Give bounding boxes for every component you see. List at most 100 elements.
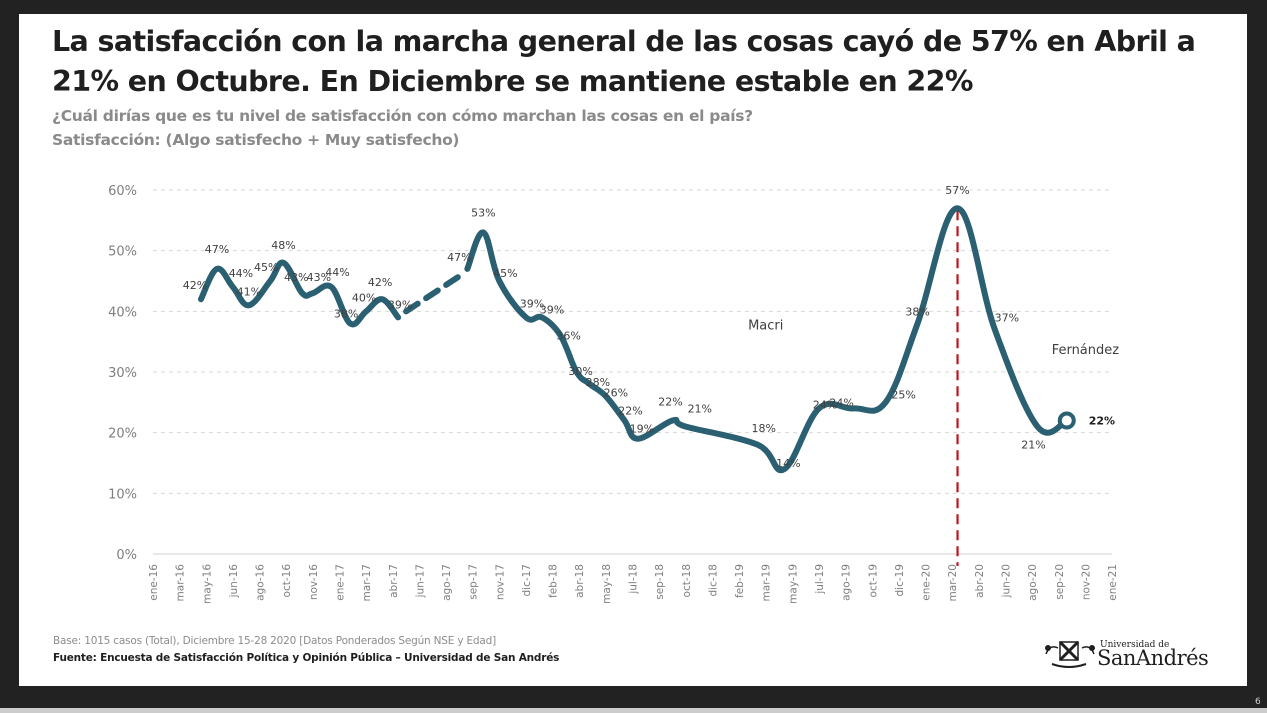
- data-label: 25%: [891, 388, 915, 401]
- x-tick-label: ago-17: [441, 564, 453, 601]
- period-annotation: Fernández: [1052, 343, 1120, 358]
- series-line-dashed-segment: [403, 271, 465, 315]
- data-label: 37%: [995, 312, 1019, 325]
- y-tick-label: 30%: [108, 366, 137, 381]
- x-tick-label: ago-19: [841, 564, 853, 601]
- data-label: 38%: [334, 307, 358, 320]
- x-tick-label: ago-16: [255, 564, 267, 601]
- x-tick-label: jun-17: [414, 564, 426, 598]
- data-label: 22%: [1089, 415, 1115, 428]
- data-label: 24%: [829, 396, 853, 409]
- data-label: 38%: [905, 305, 929, 318]
- x-tick-label: nov-17: [494, 564, 506, 600]
- data-label: 36%: [556, 330, 580, 343]
- x-tick-label: ago-20: [1027, 564, 1039, 601]
- data-label: 30%: [568, 365, 592, 378]
- data-label: 26%: [604, 386, 628, 399]
- data-label: 47%: [205, 243, 229, 256]
- x-tick-label: jul-19: [814, 564, 826, 595]
- survey-question: ¿Cuál dirías que es tu nivel de satisfac…: [52, 107, 753, 125]
- annotations: Macri Fernández: [748, 319, 1119, 358]
- x-tick-label: abr-18: [574, 564, 586, 598]
- data-label: 22%: [618, 405, 642, 418]
- gridlines: [153, 189, 1112, 555]
- x-tick-label: dic-17: [521, 564, 533, 597]
- x-tick-label: oct-19: [867, 564, 879, 597]
- series-line: [197, 205, 1076, 474]
- data-label: 48%: [271, 239, 295, 252]
- data-label: 44%: [325, 266, 349, 279]
- x-tick-label: nov-16: [308, 564, 320, 600]
- x-tick-label: oct-16: [281, 564, 293, 598]
- y-tick-label: 60%: [108, 184, 137, 199]
- data-label: 45%: [493, 267, 517, 280]
- x-tick-label: ene-16: [148, 564, 160, 601]
- data-label: 40%: [352, 291, 376, 304]
- series-line-segment: [464, 205, 1070, 474]
- data-label: 41%: [237, 285, 261, 298]
- data-label: 57%: [945, 184, 969, 197]
- x-axis: ene-16 mar-16 may-16 jun-16 ago-16 oct-16 nov-…: [148, 564, 1119, 604]
- page-number: 6: [1255, 697, 1261, 707]
- data-label: 21%: [1021, 439, 1045, 452]
- last-point-marker: [1057, 411, 1076, 430]
- x-tick-label: ene-20: [921, 564, 933, 601]
- x-tick-label: may-19: [787, 564, 799, 604]
- x-tick-label: mar-17: [361, 564, 373, 601]
- data-label: 53%: [471, 206, 495, 219]
- data-label: 19%: [630, 423, 654, 436]
- data-label: 22%: [658, 396, 682, 409]
- university-logo: Universidad de SanAndrés: [1042, 640, 1222, 670]
- data-label: 42%: [183, 279, 207, 292]
- data-labels: 42%47%44%41%45%48%43%43%44%38%40%42%39%4…: [183, 184, 1115, 470]
- slide: [19, 14, 1247, 686]
- logo-small-text: Universidad de: [1100, 640, 1170, 650]
- x-tick-label: abr-17: [388, 564, 400, 598]
- x-tick-label: dic-19: [894, 564, 906, 597]
- y-tick-label: 10%: [108, 487, 137, 502]
- data-label: 39%: [540, 303, 564, 316]
- data-label: 24%: [813, 398, 837, 411]
- base-note: Base: 1015 casos (Total), Diciembre 15-2…: [53, 635, 496, 647]
- period-annotation: Macri: [748, 319, 783, 334]
- x-tick-label: abr-20: [974, 564, 986, 598]
- x-tick-label: may-18: [601, 564, 613, 604]
- y-tick-label: 0%: [116, 548, 137, 563]
- x-tick-label: ene-21: [1107, 564, 1119, 601]
- x-tick-label: may-16: [201, 564, 213, 604]
- logo-big-text: SanAndrés: [1097, 646, 1209, 670]
- data-label: 44%: [229, 267, 253, 280]
- measure-definition: Satisfacción: (Algo satisfecho + Muy sat…: [52, 131, 460, 149]
- data-label: 43%: [307, 271, 331, 284]
- data-label: 39%: [388, 298, 412, 311]
- page-title: La satisfacción con la marcha general de…: [52, 22, 1232, 102]
- x-tick-label: nov-20: [1080, 564, 1092, 600]
- title-line-1: La satisfacción con la marcha general de…: [52, 25, 1196, 58]
- data-label: 45%: [254, 261, 278, 274]
- data-label: 21%: [688, 403, 712, 416]
- y-axis: 0% 10% 20% 30% 40% 50% 60%: [108, 184, 137, 563]
- data-label: 43%: [284, 271, 308, 284]
- x-tick-label: feb-18: [548, 564, 560, 598]
- data-label: 18%: [752, 422, 776, 435]
- x-tick-label: sep-18: [654, 564, 666, 600]
- x-tick-label: mar-19: [761, 564, 773, 601]
- bottom-strip: [0, 708, 1267, 713]
- data-label: 28%: [586, 376, 610, 389]
- crest-icon: [1045, 640, 1095, 668]
- x-tick-label: jul-18: [628, 564, 640, 595]
- series-line-segment: [197, 259, 402, 328]
- data-label: 47%: [447, 251, 471, 264]
- data-label: 42%: [368, 276, 392, 289]
- x-tick-label: sep-17: [468, 564, 480, 600]
- y-tick-label: 50%: [108, 245, 137, 260]
- chart-subtitle: ¿Cuál dirías que es tu nivel de satisfac…: [52, 104, 753, 152]
- x-tick-label: dic-18: [707, 564, 719, 597]
- data-label: 39%: [520, 297, 544, 310]
- x-tick-label: jun-16: [228, 564, 240, 599]
- x-tick-label: oct-18: [681, 564, 693, 597]
- title-line-2: 21% en Octubre. En Diciembre se mantiene…: [52, 65, 973, 98]
- x-tick-label: jun-20: [1000, 564, 1012, 598]
- x-tick-label: mar-20: [947, 564, 959, 601]
